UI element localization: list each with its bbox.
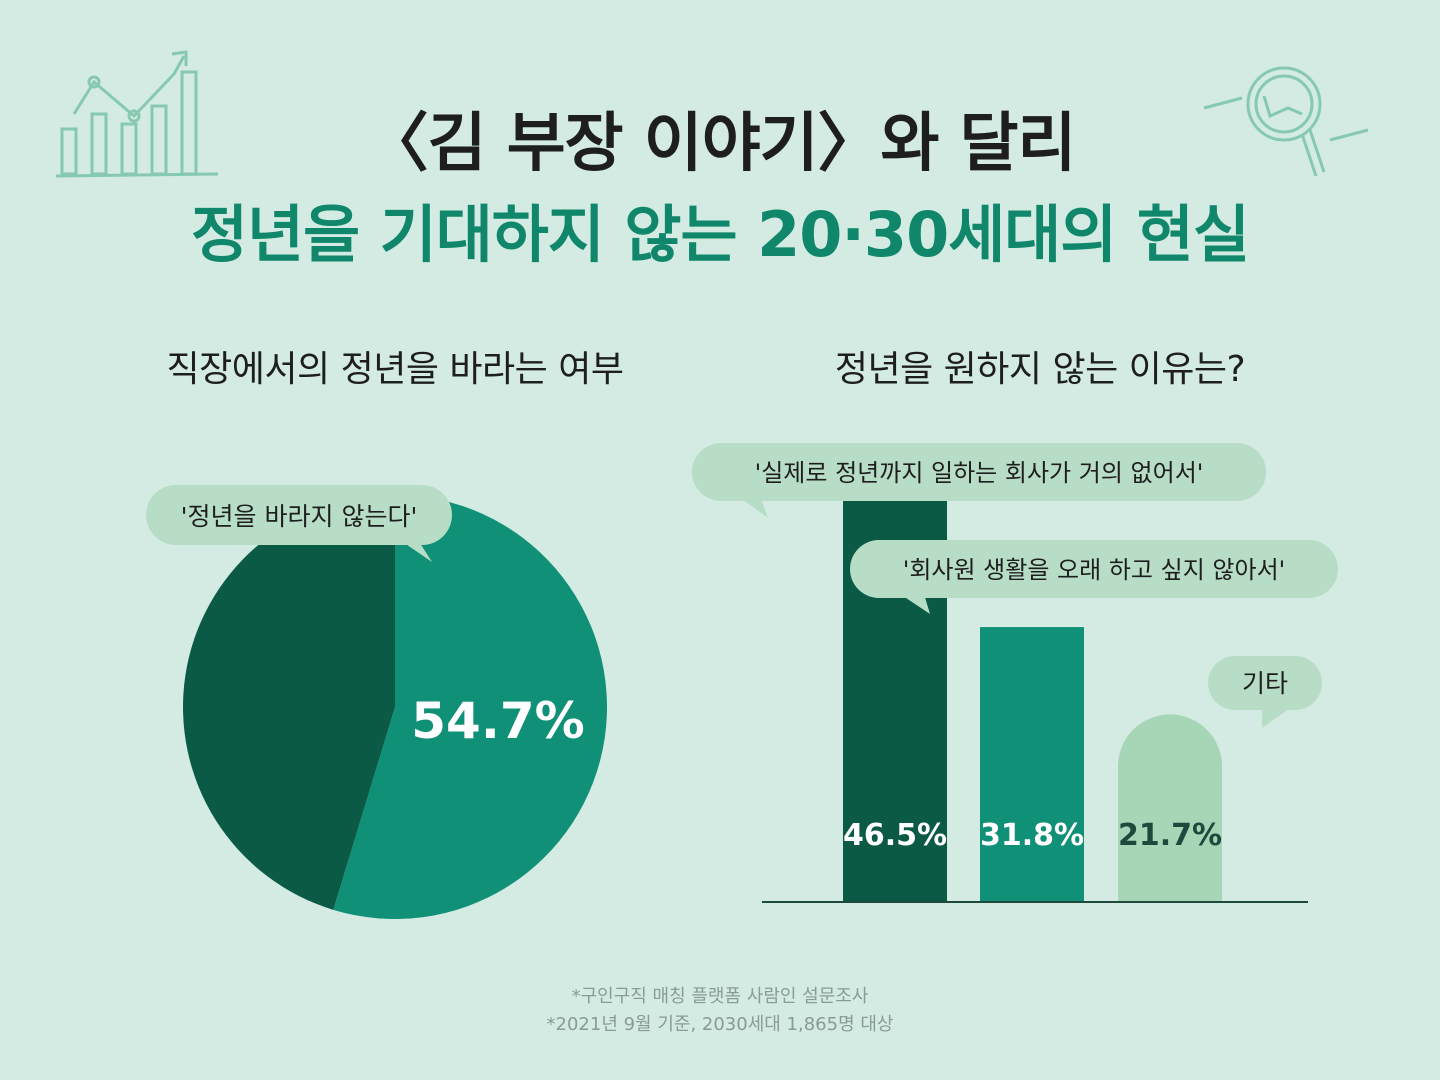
bar-category-label-3: 기타 [1242, 669, 1288, 698]
pie-slice-label: '정년을 바라지 않는다' [181, 502, 418, 531]
bar-chart-trend-icon [55, 50, 219, 178]
page-subtitle: 정년을 기대하지 않는 20·30세대의 현실 [190, 198, 1250, 271]
bar-chart-title: 정년을 원하지 않는 이유는? [834, 349, 1246, 390]
pie-slice-2 [182, 495, 395, 910]
bar-callout-bubble-1 [692, 443, 1266, 518]
pie-slice-value: 54.7% [411, 692, 584, 750]
pie-slice-1 [333, 495, 607, 919]
pie-chart-title: 직장에서의 정년을 바라는 여부 [166, 349, 624, 390]
bar-category-label-1: '실제로 정년까지 일하는 회사가 거의 없어서' [755, 459, 1204, 487]
footnote-date: *2021년 9월 기준, 2030세대 1,865명 대상 [546, 1014, 894, 1035]
bar-callout-bubble-2 [850, 540, 1338, 614]
footnote-source: *구인구직 매칭 플랫폼 사람인 설문조사 [571, 986, 869, 1007]
pie-callout-bubble [146, 485, 452, 562]
bar-2 [980, 627, 1084, 902]
pie-chart: '정년을 바라지 않는다' 54.7% [146, 485, 607, 919]
bar-category-label-2: '회사원 생활을 오래 하고 싶지 않아서' [903, 556, 1286, 584]
bar-3 [1118, 714, 1222, 902]
page-title: 〈김 부장 이야기〉와 달리 [364, 107, 1077, 181]
bar-value-label-3: 21.7% [1118, 818, 1222, 853]
bar-value-label-1: 46.5% [843, 818, 947, 853]
bar-value-label-2: 31.8% [980, 818, 1084, 853]
bar-callout-bubble-3 [1208, 656, 1322, 728]
magnifier-chart-icon [1203, 66, 1369, 177]
